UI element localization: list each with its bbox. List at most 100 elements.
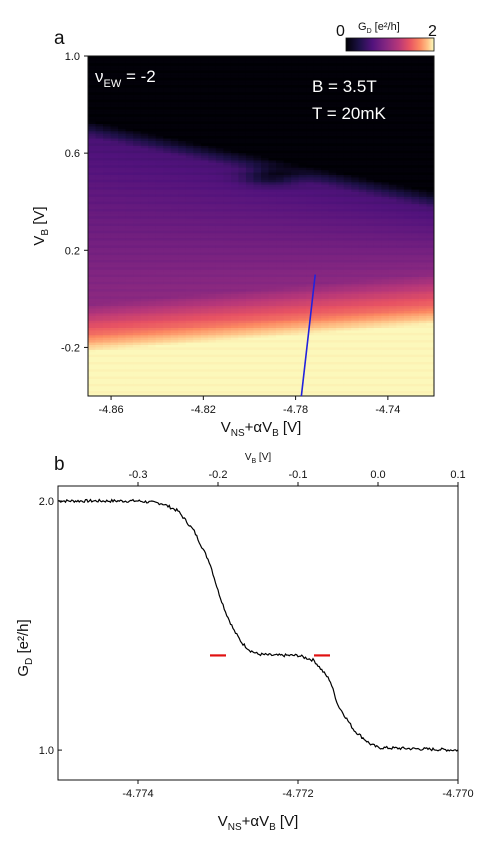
heatmap-cell [140,170,149,174]
heatmap-cell [125,75,134,79]
heatmap-cell [193,187,202,191]
heatmap-cell [298,111,307,115]
heatmap-cell [403,148,413,152]
heatmap-cell [381,172,390,176]
heatmap-cell [118,281,127,285]
heatmap-cell [381,262,390,266]
heatmap-cell [155,90,164,94]
heatmap-cell [396,145,405,149]
heatmap-cell [185,255,194,259]
heatmap-cell [261,315,270,319]
heatmap-cell [245,158,255,162]
heatmap-cell [170,182,179,186]
heatmap-cell [230,262,240,266]
heatmap-cell [208,209,217,213]
heatmap-cell [125,211,134,215]
heatmap-cell [373,255,382,259]
heatmap-cell [238,170,247,174]
heatmap-cell [268,136,277,140]
heatmap-cell [245,148,255,152]
heatmap-cell [403,306,413,310]
heatmap-cell [118,298,127,302]
heatmap-cell [178,58,187,62]
heatmap-cell [95,235,104,239]
heatmap-cell [291,194,300,198]
heatmap-cell [261,296,270,300]
heatmap-cell [215,158,224,162]
heatmap-cell [381,257,390,261]
heatmap-cell [253,92,262,96]
heatmap-cell [163,111,172,115]
heatmap-cell [118,75,127,79]
heatmap-cell [253,223,262,227]
heatmap-cell [155,68,164,72]
heatmap-cell [215,228,224,232]
heatmap-cell [140,204,149,208]
heatmap-cell [185,209,194,213]
heatmap-cell [336,281,345,285]
heatmap-cell [155,264,164,268]
heatmap-cell [268,92,277,96]
heatmap-cell [306,243,315,247]
heatmap-cell [283,148,292,152]
heatmap-cell [170,226,179,230]
heatmap-cell [185,281,194,285]
heatmap-cell [155,279,164,283]
heatmap-cell [140,194,149,198]
heatmap-cell [298,201,307,205]
heatmap-cell [358,77,367,81]
heatmap-cell [88,172,97,176]
heatmap-cell [411,252,420,256]
heatmap-cell [306,80,315,84]
heatmap-cell [396,269,405,273]
heatmap-cell [95,243,104,247]
heatmap-cell [178,211,187,215]
heatmap-cell [238,99,247,103]
heatmap-cell [426,107,434,111]
heatmap-cell [170,252,179,256]
heatmap-cell [215,80,224,84]
heatmap-cell [245,201,255,205]
heatmap-cell [125,114,134,118]
heatmap-cell [163,279,172,283]
heatmap-cell [230,209,240,213]
heatmap-cell [170,90,179,94]
heatmap-cell [403,206,413,210]
heatmap-cell [148,114,157,118]
heatmap-cell [276,311,285,315]
heatmap-cell [388,189,397,193]
heatmap-cell [88,281,97,285]
heatmap-cell [321,80,330,84]
heatmap-cell [253,102,262,106]
heatmap-cell [200,301,209,305]
heatmap-cell [418,114,428,118]
heatmap-cell [238,260,247,264]
heatmap-cell [328,281,337,285]
heatmap-cell [133,294,142,298]
heatmap-cell [95,68,104,72]
heatmap-cell [170,128,179,132]
heatmap-cell [193,274,202,278]
heatmap-cell [411,160,420,164]
heatmap-cell [291,104,300,108]
heatmap-cell [88,65,97,69]
heatmap-cell [373,199,382,203]
heatmap-cell [343,255,352,259]
heatmap-cell [178,63,187,67]
heatmap-cell [163,145,172,149]
heatmap-cell [178,228,187,232]
heatmap-cell [163,235,172,239]
heatmap-cell [321,90,330,94]
heatmap-cell [313,85,322,89]
heatmap-cell [426,56,434,60]
heatmap-cell [125,158,134,162]
heatmap-cell [418,267,428,271]
heatmap-cell [95,182,104,186]
heatmap-cell [388,56,397,60]
heatmap-cell [283,301,292,305]
heatmap-cell [298,228,307,232]
heatmap-cell [245,60,255,64]
heatmap-cell [208,124,217,128]
heatmap-cell [163,294,172,298]
heatmap-cell [336,255,345,259]
